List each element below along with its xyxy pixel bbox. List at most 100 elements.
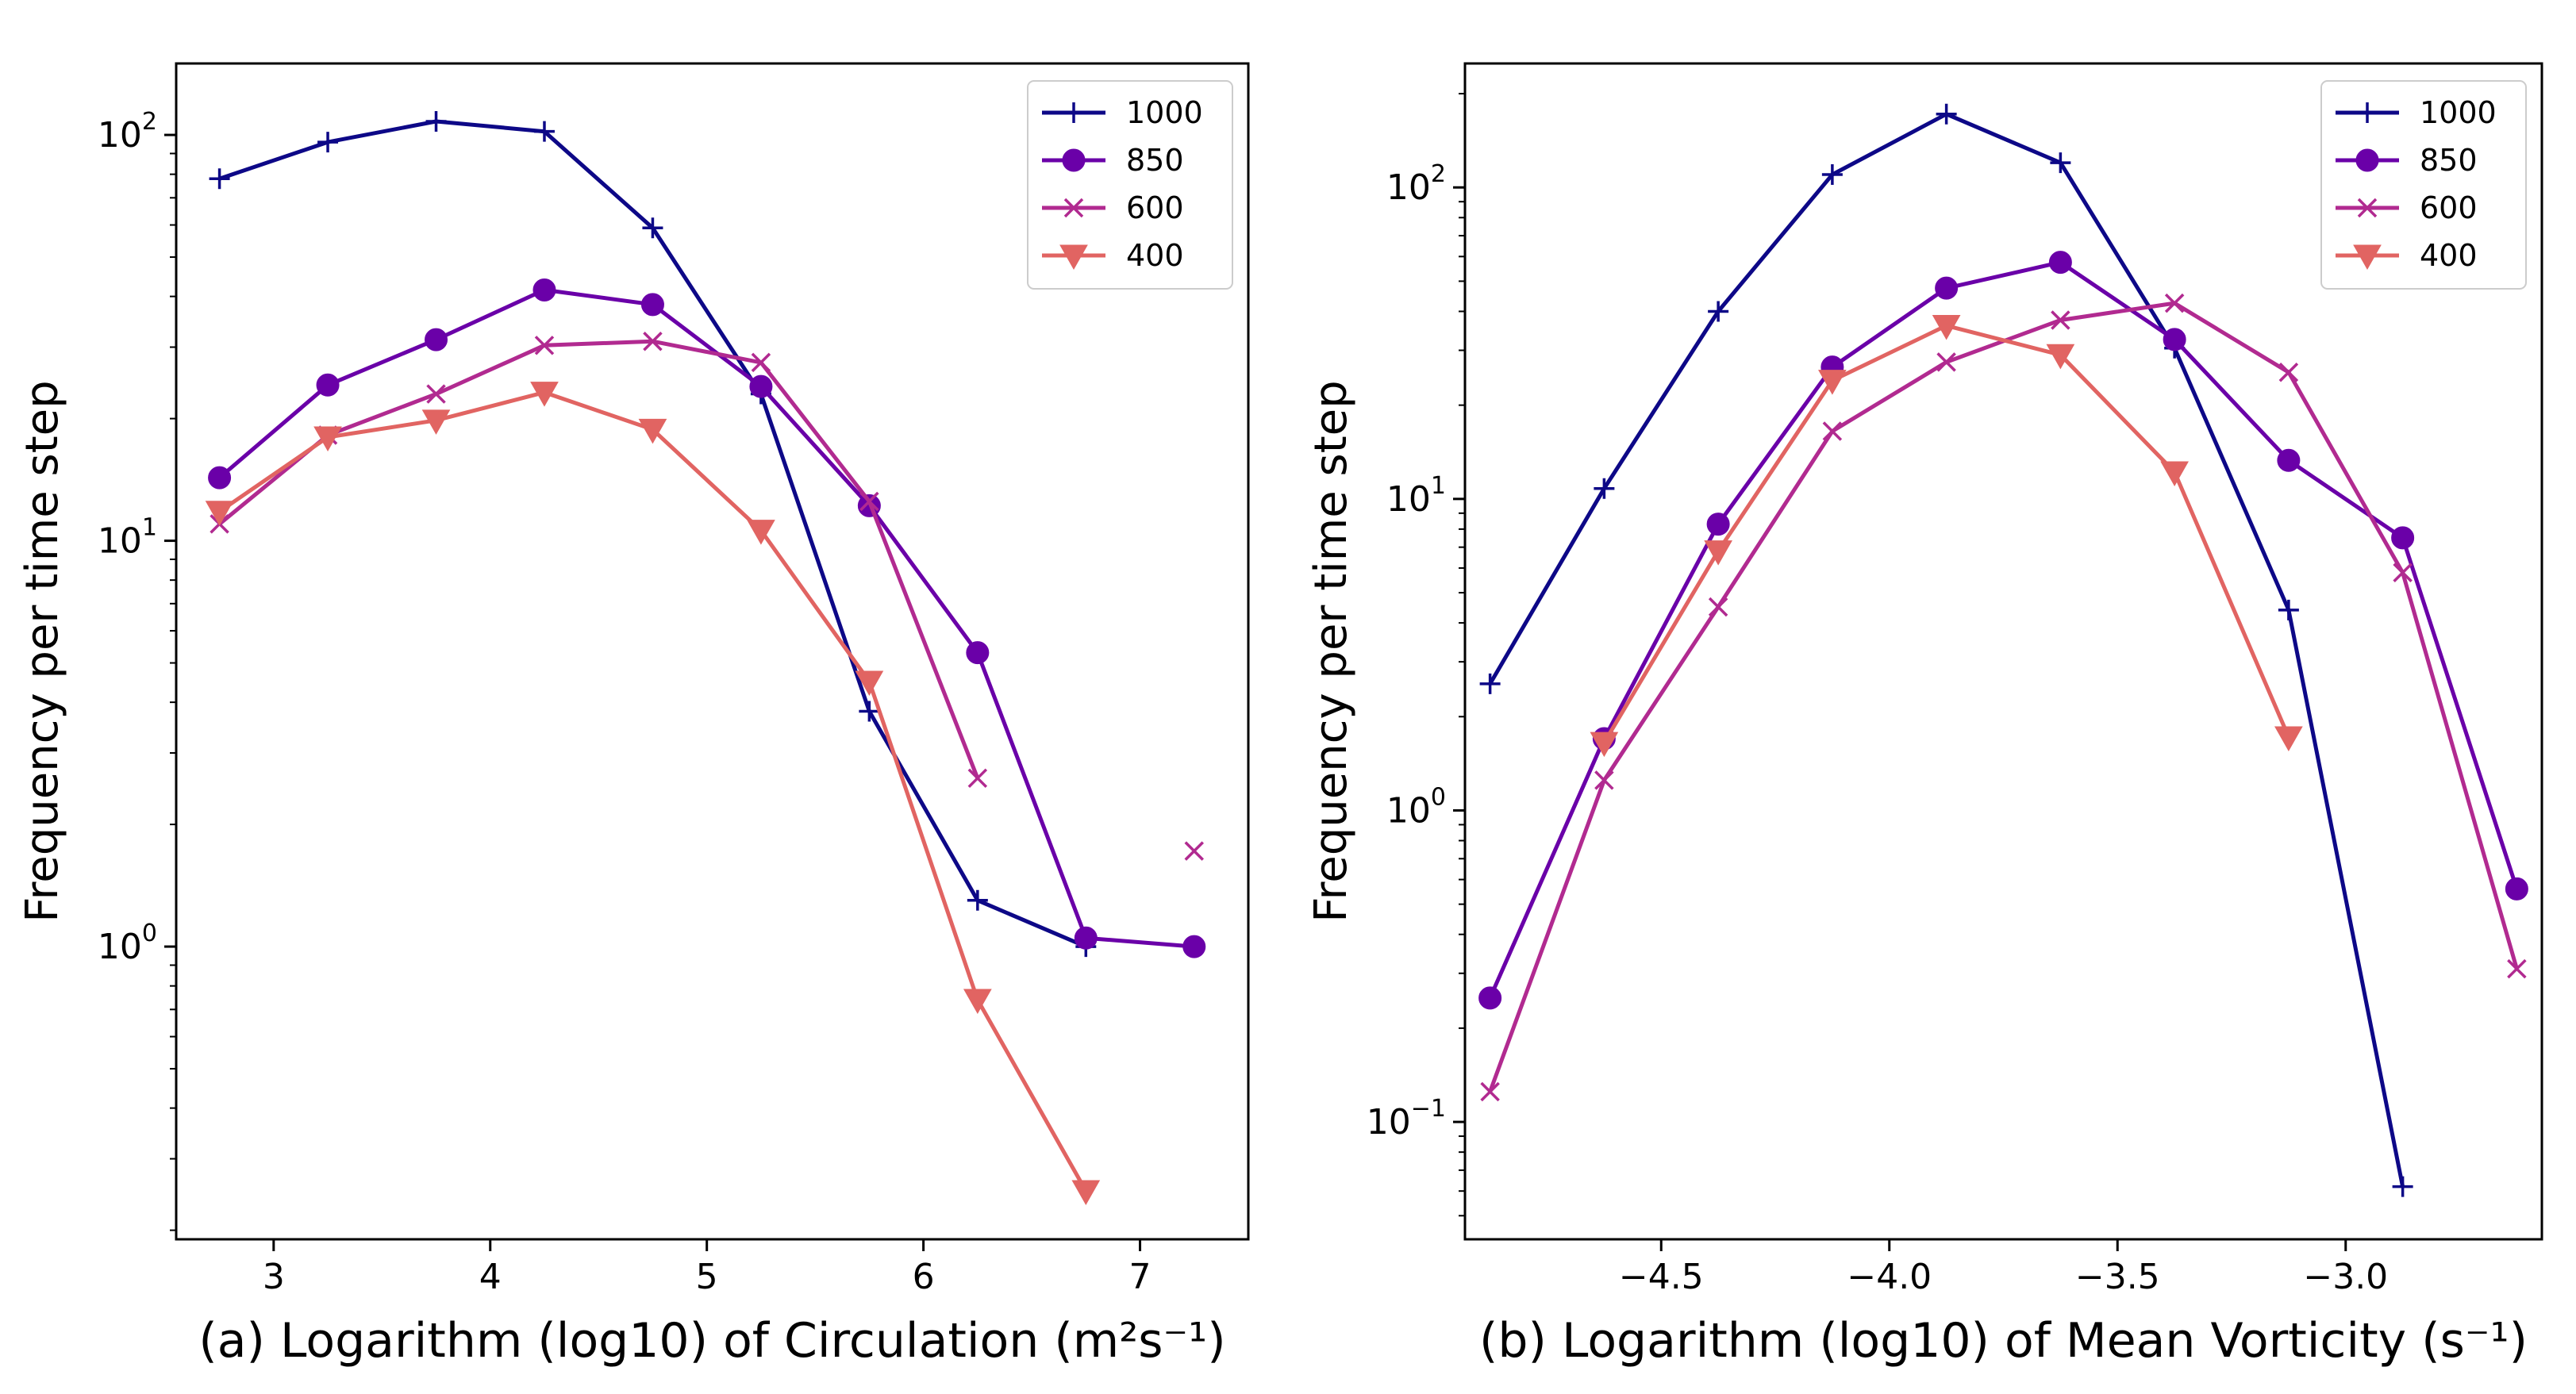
data-point-400	[1932, 314, 1961, 340]
data-point-400	[638, 418, 667, 444]
series-1000	[209, 110, 1097, 958]
legend-entry-400: 400	[1042, 238, 1184, 273]
data-point-600	[2507, 958, 2527, 979]
data-point-850	[2505, 877, 2528, 901]
y-minor-ticks	[1459, 93, 1465, 1217]
y-minor-ticks	[170, 152, 176, 1231]
data-point-600	[2051, 310, 2070, 330]
series-400	[1590, 314, 2303, 758]
data-point-850	[2048, 251, 2072, 275]
series-line-850	[217, 287, 1194, 949]
data-point-1000	[425, 110, 447, 132]
x-tick-label: −3.0	[2303, 1257, 2388, 1297]
data-point-400	[855, 670, 884, 696]
y-tick-exponent: 2	[142, 108, 157, 136]
data-point-1000	[317, 132, 339, 153]
data-point-400	[313, 426, 342, 452]
data-point-400	[205, 501, 234, 526]
data-point-850	[749, 374, 773, 398]
series-850	[1478, 251, 2528, 1010]
data-point-400	[421, 409, 451, 435]
y-tick-base: 10	[1386, 167, 1431, 208]
legend-marker	[2355, 148, 2379, 172]
x-axis-label: (a) Logarithm (log10) of Circulation (m²…	[198, 1313, 1225, 1369]
data-point-600	[643, 332, 663, 351]
legend-label: 1000	[2420, 95, 2497, 130]
data-point-850	[316, 373, 340, 397]
data-point-600	[534, 336, 555, 355]
y-tick-exponent: 2	[1431, 160, 1446, 188]
data-point-400	[530, 382, 559, 407]
x-tick-label: −4.0	[1847, 1257, 1932, 1297]
series-line-600	[1488, 301, 2519, 1093]
data-point-600	[1480, 1081, 1500, 1102]
legend-marker	[1062, 148, 1086, 172]
y-tick-base: 10	[1367, 1102, 1411, 1142]
data-point-850	[533, 278, 556, 301]
data-point-1000	[1821, 163, 1843, 185]
legend-label: 850	[2420, 143, 2478, 178]
series-line-400	[218, 390, 1088, 1192]
data-point-400	[1818, 370, 1847, 395]
y-tick-exponent: −1	[1411, 1095, 1446, 1123]
data-point-850	[1182, 935, 1206, 958]
x-tick-label: 4	[479, 1257, 502, 1297]
legend-marker	[2353, 244, 2382, 271]
data-point-1000	[859, 701, 880, 722]
data-point-850	[1706, 513, 1730, 536]
data-point-400	[747, 520, 775, 545]
axes-frame	[175, 62, 1250, 1241]
x-tick-label: 6	[913, 1257, 935, 1297]
data-point-600	[1708, 597, 1728, 617]
data-point-850	[2277, 448, 2301, 472]
legend-marker	[2357, 102, 2378, 123]
y-tick-base: 10	[98, 115, 142, 156]
data-point-600	[859, 491, 879, 512]
data-point-1000	[2278, 599, 2299, 620]
data-point-1000	[642, 217, 663, 239]
x-tick-label: 5	[696, 1257, 718, 1297]
legend-entry-600: 600	[1042, 190, 1184, 225]
data-point-850	[2391, 526, 2415, 550]
data-point-600	[1594, 770, 1614, 790]
y-tick-label: 10−1	[1367, 1095, 1446, 1142]
series-850	[208, 278, 1206, 958]
data-point-850	[966, 641, 990, 665]
x-tick-label: −3.5	[2075, 1257, 2160, 1297]
data-point-1000	[1479, 673, 1501, 694]
data-point-850	[2163, 328, 2186, 351]
y-tick-base: 10	[98, 521, 142, 562]
y-tick-label: 100	[98, 920, 157, 967]
legend: 1000 850 600 400	[1027, 80, 1233, 290]
data-point-400	[963, 989, 992, 1014]
data-point-1000	[2392, 1176, 2413, 1197]
data-point-1000	[533, 121, 555, 142]
data-point-850	[1478, 986, 1502, 1010]
data-point-600	[2393, 563, 2413, 582]
y-tick-label: 101	[1386, 472, 1446, 520]
axes-frame	[1463, 62, 2543, 1241]
legend-label: 600	[1126, 190, 1184, 225]
legend-entry-850: 850	[2336, 143, 2478, 178]
series-line-1000	[218, 119, 1087, 949]
data-point-1000	[2050, 152, 2071, 174]
legend-marker	[1063, 198, 1084, 218]
series-600	[1480, 293, 2527, 1102]
y-tick-base: 10	[1386, 790, 1431, 831]
x-tick-label: 3	[263, 1257, 285, 1297]
series-line-1000	[1488, 112, 2405, 1188]
data-point-600	[2164, 293, 2185, 313]
series-line-400	[1602, 323, 2291, 744]
data-point-1000	[209, 168, 230, 190]
legend: 1000 850 600 400	[2320, 80, 2527, 290]
y-tick-label: 101	[98, 514, 157, 562]
data-point-850	[1074, 926, 1098, 950]
y-tick-label: 102	[1386, 160, 1446, 208]
data-point-600	[1936, 352, 1956, 372]
data-point-1000	[967, 889, 988, 911]
data-point-600	[426, 384, 446, 404]
x-axis-label: (b) Logarithm (log10) of Mean Vorticity …	[1479, 1313, 2528, 1369]
y-tick-exponent: 0	[1431, 783, 1446, 811]
data-point-1000	[1936, 103, 1957, 125]
